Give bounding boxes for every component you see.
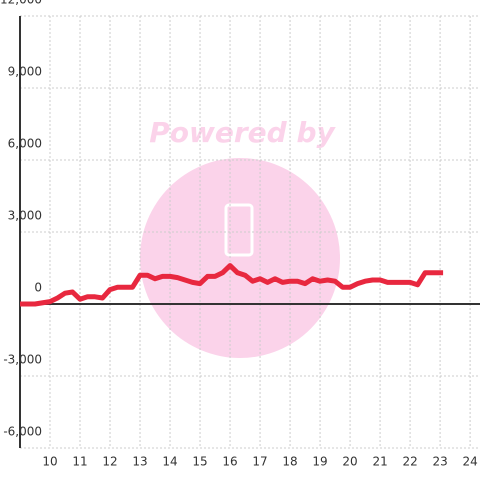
x-tick-label: 10 (42, 455, 57, 469)
x-tick-label: 19 (312, 455, 327, 469)
x-tick-label: 12 (102, 455, 117, 469)
y-tick-label: -6,000 (3, 425, 42, 439)
y-tick-label: -3,000 (3, 353, 42, 367)
x-tick-label: 24 (462, 455, 477, 469)
y-tick-label: 9,000 (8, 65, 42, 79)
x-tick-label: 13 (132, 455, 147, 469)
x-tick-label: 14 (162, 455, 177, 469)
x-tick-label: 18 (282, 455, 297, 469)
x-tick-label: 16 (222, 455, 237, 469)
watermark-icon (224, 203, 254, 257)
data-line (20, 263, 444, 307)
x-tick-label: 11 (72, 455, 87, 469)
x-tick-label: 22 (402, 455, 417, 469)
x-tick-label: 21 (372, 455, 387, 469)
y-tick-label: 0 (34, 281, 42, 295)
x-tick-label: 17 (252, 455, 267, 469)
y-tick-label: 12,000 (0, 0, 42, 7)
x-tick-label: 20 (342, 455, 357, 469)
y-tick-label: 6,000 (8, 137, 42, 151)
y-tick-label: 3,000 (8, 209, 42, 223)
x-tick-label: 15 (192, 455, 207, 469)
x-tick-label: 23 (432, 455, 447, 469)
watermark-text: Powered by (149, 116, 336, 149)
